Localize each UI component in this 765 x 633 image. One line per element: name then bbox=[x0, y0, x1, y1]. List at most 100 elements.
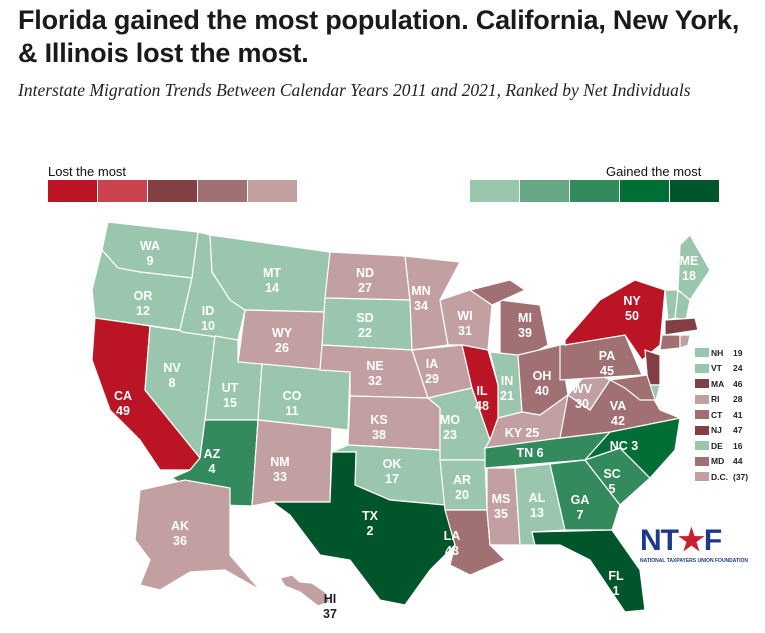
state-abbr-in: IN bbox=[501, 374, 514, 388]
state-rank-ga: 7 bbox=[577, 508, 584, 522]
state-md bbox=[608, 374, 656, 401]
small-state-abbr: MA bbox=[711, 378, 725, 389]
state-label-tn: TN 6 bbox=[516, 446, 543, 460]
state-rank-ak: 36 bbox=[173, 534, 187, 548]
small-state-abbr: NH bbox=[711, 347, 724, 358]
state-rank-al: 13 bbox=[530, 506, 544, 520]
small-state-rank: 46 bbox=[733, 378, 743, 389]
state-abbr-fl: FL bbox=[608, 569, 624, 583]
state-abbr-hi: HI bbox=[324, 592, 337, 606]
small-state-row: MA 46 bbox=[695, 376, 748, 392]
state-rank-in: 21 bbox=[500, 389, 514, 403]
small-state-row: NH 19 bbox=[695, 345, 748, 361]
small-state-row: D.C. (37) bbox=[695, 469, 748, 485]
legend-lost-swatch-2 bbox=[98, 180, 147, 202]
legend-gained-swatch-5 bbox=[670, 180, 719, 202]
state-abbr-ar: AR bbox=[453, 473, 471, 487]
state-rank-id: 10 bbox=[201, 319, 215, 333]
state-ms bbox=[486, 467, 521, 546]
legend-lost-swatch-5 bbox=[248, 180, 297, 202]
state-abbr-co: CO bbox=[283, 389, 302, 403]
state-rank-nv: 8 bbox=[169, 376, 176, 390]
small-state-rank: (37) bbox=[733, 471, 749, 482]
state-tx bbox=[270, 451, 456, 606]
state-rank-tx: 2 bbox=[367, 524, 374, 538]
state-abbr-ny: NY bbox=[623, 294, 641, 308]
state-abbr-or: OR bbox=[134, 289, 153, 303]
state-abbr-ok: OK bbox=[383, 457, 402, 471]
small-state-row: NJ 47 bbox=[695, 423, 748, 439]
state-rank-mi: 39 bbox=[518, 326, 532, 340]
small-state-rank: 16 bbox=[733, 440, 743, 451]
state-label-ky: KY 25 bbox=[505, 426, 540, 440]
state-abbr-id: ID bbox=[202, 304, 215, 318]
legend-gained-swatch-2 bbox=[520, 180, 569, 202]
state-rank-hi: 37 bbox=[323, 607, 337, 621]
state-abbr-mi: MI bbox=[518, 311, 532, 325]
small-state-rank: 24 bbox=[733, 363, 743, 374]
state-mi bbox=[468, 279, 527, 306]
small-state-swatch bbox=[695, 472, 709, 482]
small-state-abbr: VT bbox=[711, 363, 722, 374]
state-abbr-ga: GA bbox=[571, 493, 590, 507]
state-rank-az: 4 bbox=[209, 462, 216, 476]
legend-lost-label: Lost the most bbox=[48, 164, 127, 179]
state-abbr-al: AL bbox=[529, 491, 546, 505]
state-abbr-tx: TX bbox=[362, 509, 379, 523]
small-state-rank: 41 bbox=[733, 409, 743, 420]
state-rank-wy: 26 bbox=[275, 341, 289, 355]
state-abbr-wi: WI bbox=[457, 309, 472, 323]
state-abbr-wa: WA bbox=[140, 239, 160, 253]
state-rank-va: 42 bbox=[611, 414, 625, 428]
state-ct bbox=[659, 334, 681, 351]
legend-gained-swatch-4 bbox=[620, 180, 669, 202]
small-states-legend: NH 19 VT 24 MA 46 RI 28 CT 41 NJ 47 DE 16 MD 44 D.C. (37) bbox=[695, 345, 748, 485]
state-rank-mn: 34 bbox=[414, 299, 428, 313]
small-state-rank: 44 bbox=[733, 456, 743, 467]
legend-lost-swatch-1 bbox=[48, 180, 97, 202]
small-state-abbr: D.C. bbox=[711, 471, 728, 482]
state-rank-co: 11 bbox=[285, 404, 298, 418]
small-state-abbr: MD bbox=[711, 456, 725, 467]
state-rank-ca: 49 bbox=[116, 404, 130, 418]
state-abbr-ca: CA bbox=[114, 389, 132, 403]
state-rank-nd: 27 bbox=[358, 281, 372, 295]
small-state-rank: 19 bbox=[733, 347, 743, 358]
state-nm bbox=[251, 419, 333, 507]
state-ks bbox=[347, 395, 441, 451]
state-abbr-sd: SD bbox=[356, 311, 373, 325]
state-abbr-nv: NV bbox=[163, 361, 181, 375]
legend-gained-label: Gained the most bbox=[606, 164, 702, 179]
small-state-rank: 28 bbox=[733, 394, 743, 405]
state-rank-ne: 32 bbox=[368, 374, 382, 388]
state-ma bbox=[664, 317, 699, 336]
state-rank-ar: 20 bbox=[455, 488, 469, 502]
state-fl bbox=[531, 529, 646, 613]
small-state-swatch bbox=[695, 441, 709, 451]
small-state-abbr: RI bbox=[711, 394, 720, 405]
state-hi bbox=[279, 574, 331, 607]
page-subtitle: Interstate Migration Trends Between Cale… bbox=[18, 80, 691, 100]
small-state-rank: 47 bbox=[733, 425, 743, 436]
state-rank-me: 18 bbox=[682, 269, 696, 283]
state-rank-ok: 17 bbox=[385, 472, 399, 486]
small-state-abbr: CT bbox=[711, 409, 723, 420]
state-abbr-me: ME bbox=[680, 254, 699, 268]
state-abbr-sc: SC bbox=[603, 467, 620, 481]
state-rank-la: 43 bbox=[445, 544, 459, 558]
state-abbr-ms: MS bbox=[492, 492, 511, 506]
small-state-row: CT 41 bbox=[695, 407, 748, 423]
legend-lost-scale bbox=[48, 180, 298, 202]
logo-name: NATIONAL TAXPAYERS UNION FOUNDATION bbox=[640, 558, 748, 564]
state-abbr-ut: UT bbox=[222, 381, 239, 395]
state-abbr-mo: MO bbox=[440, 413, 460, 427]
state-rank-wi: 31 bbox=[458, 324, 472, 338]
legend-lost-swatch-3 bbox=[148, 180, 197, 202]
state-abbr-mn: MN bbox=[411, 284, 430, 298]
state-abbr-pa: PA bbox=[599, 349, 615, 363]
state-abbr-wy: WY bbox=[272, 326, 293, 340]
small-state-row: MD 44 bbox=[695, 454, 748, 470]
state-rank-sd: 22 bbox=[358, 326, 372, 340]
small-state-abbr: DE bbox=[711, 440, 723, 451]
state-rank-sc: 5 bbox=[609, 482, 616, 496]
